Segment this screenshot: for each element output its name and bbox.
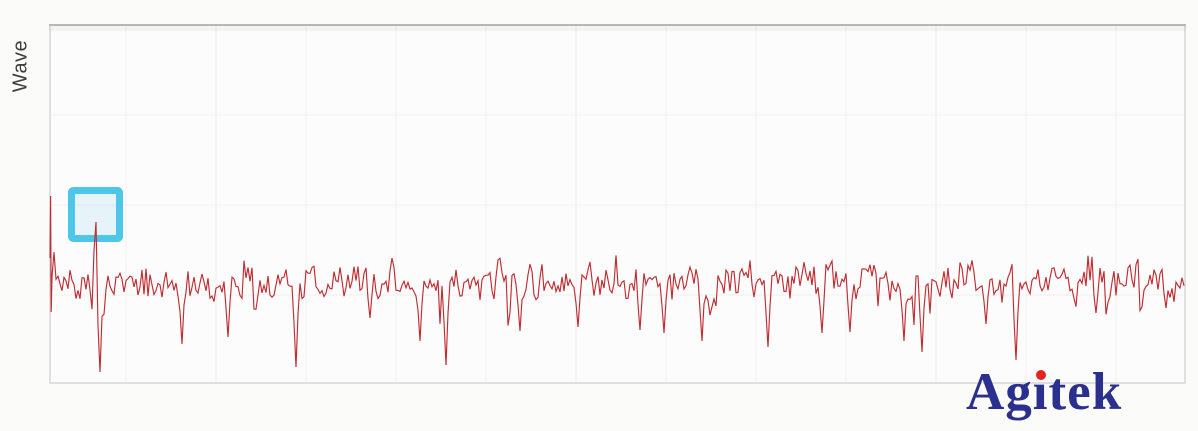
agitek-logo: Agı tek: [966, 366, 1122, 419]
logo-text-prefix: Ag: [966, 363, 1033, 421]
y-axis-label: Wave: [9, 39, 32, 93]
wave-trace: [49, 195, 1185, 373]
logo-letter-i: ı: [1033, 366, 1049, 419]
logo-red-dot-icon: [1035, 370, 1046, 380]
plot-background: [50, 25, 1185, 383]
selection-highlight-box[interactable]: [68, 187, 123, 242]
logo-text-suffix: tek: [1048, 363, 1123, 421]
